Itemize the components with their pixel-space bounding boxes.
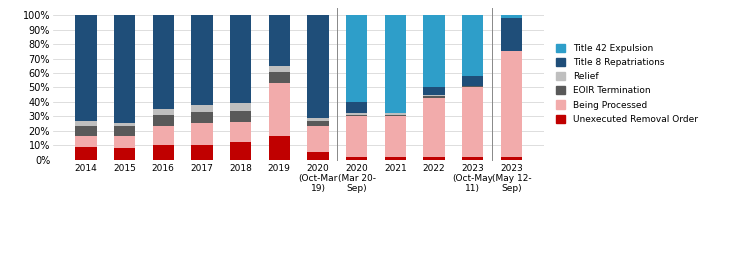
Bar bbox=[153, 115, 174, 126]
Bar bbox=[76, 126, 97, 136]
Bar bbox=[423, 96, 445, 98]
Legend: Title 42 Expulsion, Title 8 Repatriations, Relief, EOIR Termination, Being Proce: Title 42 Expulsion, Title 8 Repatriation… bbox=[553, 41, 700, 127]
Bar bbox=[308, 15, 329, 118]
Bar bbox=[423, 15, 445, 87]
Bar bbox=[268, 66, 290, 72]
Bar bbox=[268, 15, 290, 66]
Bar bbox=[114, 126, 135, 136]
Bar bbox=[191, 105, 212, 112]
Bar bbox=[153, 145, 174, 160]
Bar bbox=[423, 98, 445, 157]
Bar bbox=[114, 123, 135, 127]
Bar bbox=[346, 116, 367, 157]
Bar bbox=[191, 15, 212, 105]
Bar bbox=[385, 157, 406, 160]
Bar bbox=[462, 157, 483, 160]
Bar bbox=[230, 142, 251, 160]
Bar bbox=[462, 15, 483, 76]
Bar bbox=[462, 87, 483, 157]
Bar bbox=[153, 126, 174, 145]
Bar bbox=[423, 87, 445, 95]
Bar bbox=[268, 136, 290, 160]
Bar bbox=[308, 152, 329, 160]
Bar bbox=[385, 116, 406, 157]
Bar bbox=[76, 136, 97, 147]
Bar bbox=[500, 51, 522, 157]
Bar bbox=[385, 15, 406, 113]
Bar bbox=[500, 157, 522, 160]
Bar bbox=[230, 15, 251, 103]
Bar bbox=[268, 83, 290, 136]
Bar bbox=[230, 122, 251, 142]
Bar bbox=[230, 103, 251, 111]
Bar bbox=[153, 109, 174, 115]
Bar bbox=[191, 112, 212, 123]
Bar bbox=[230, 111, 251, 122]
Bar bbox=[385, 113, 406, 115]
Bar bbox=[423, 157, 445, 160]
Bar bbox=[153, 15, 174, 109]
Bar bbox=[114, 148, 135, 160]
Bar bbox=[308, 126, 329, 152]
Bar bbox=[76, 121, 97, 126]
Bar bbox=[385, 115, 406, 116]
Bar bbox=[191, 145, 212, 160]
Bar bbox=[423, 95, 445, 96]
Bar bbox=[114, 136, 135, 148]
Bar bbox=[500, 18, 522, 51]
Bar bbox=[308, 118, 329, 121]
Bar bbox=[346, 102, 367, 113]
Bar bbox=[346, 113, 367, 115]
Bar bbox=[76, 147, 97, 160]
Bar bbox=[462, 86, 483, 87]
Bar bbox=[346, 15, 367, 102]
Bar bbox=[346, 157, 367, 160]
Bar bbox=[462, 76, 483, 86]
Bar bbox=[114, 15, 135, 123]
Bar bbox=[500, 15, 522, 18]
Bar bbox=[191, 123, 212, 145]
Bar bbox=[308, 121, 329, 126]
Bar bbox=[268, 72, 290, 83]
Bar bbox=[76, 15, 97, 121]
Bar bbox=[346, 115, 367, 116]
